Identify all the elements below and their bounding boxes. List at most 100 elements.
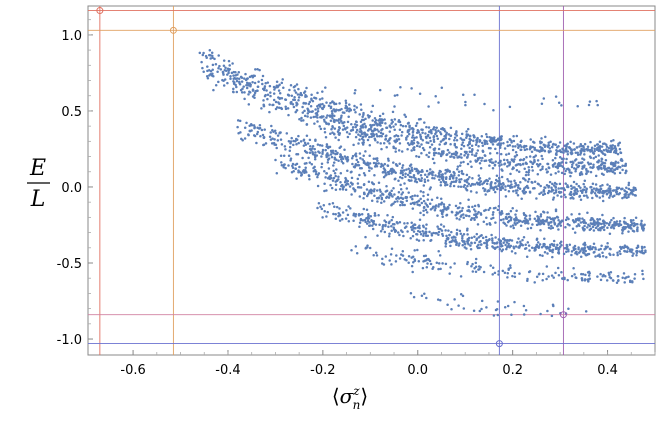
data-point [632,189,635,192]
data-point [359,127,362,131]
data-point [210,51,214,54]
data-point [643,245,646,249]
data-point [318,98,322,101]
data-point [358,113,361,116]
data-point [509,186,512,190]
data-point [597,154,600,157]
data-point [514,182,517,185]
data-point [498,164,501,167]
data-point [444,262,448,266]
data-point [297,98,300,102]
data-point [573,244,577,248]
data-point [588,100,592,103]
data-point [460,177,463,181]
data-point [493,242,496,245]
data-point [347,205,350,208]
data-point [384,135,387,138]
data-point [552,219,556,222]
data-point [272,85,276,89]
data-point [279,106,283,110]
data-point [567,248,570,251]
data-point [370,167,373,170]
data-point [554,95,558,98]
data-point [538,192,541,196]
data-point [388,130,392,133]
data-point [245,121,248,125]
data-point [562,151,565,154]
data-point [417,131,421,134]
data-point [499,243,503,246]
data-point [256,126,259,129]
data-point [488,152,492,155]
data-point [636,228,639,231]
data-point [601,142,605,146]
data-point [510,183,513,186]
data-point [236,125,239,129]
data-point [372,254,375,257]
data-point [526,277,529,281]
data-point [319,127,323,131]
data-point [436,298,440,301]
data-point [615,281,619,284]
data-point [353,91,356,95]
data-point [341,186,345,190]
data-point [632,252,635,255]
data-point [314,115,317,118]
data-point [318,103,322,107]
data-point [428,145,432,149]
data-point [475,152,478,155]
data-point [258,126,262,130]
data-point [510,250,514,253]
data-point [510,313,513,317]
data-point [608,275,612,279]
data-point [471,270,475,273]
data-point [610,218,613,222]
data-point [437,267,440,271]
data-point [417,239,421,242]
data-point [393,105,396,108]
data-point [583,246,587,250]
data-point [531,223,534,226]
data-point [231,90,235,93]
data-point [519,240,522,244]
data-point [432,134,436,138]
data-point [401,203,405,207]
data-point [450,173,453,177]
data-point [537,183,541,186]
data-point [452,180,456,183]
data-point [458,164,462,167]
data-point [512,135,515,138]
data-point [351,154,355,158]
data-point [460,132,464,136]
data-point [341,211,345,214]
data-point [498,146,502,150]
data-point [518,272,521,275]
data-point [491,273,494,276]
data-point [371,182,375,185]
data-point [468,140,471,144]
data-point [417,141,420,145]
data-point [273,143,276,146]
data-point [415,238,419,241]
data-point [618,165,622,169]
data-point [449,184,452,188]
data-point [474,270,478,273]
data-point [580,170,583,174]
data-point [453,262,456,265]
data-point [284,107,288,111]
data-point [435,131,438,134]
data-point [380,121,384,125]
data-point [400,253,403,256]
data-point [474,265,478,268]
data-point [526,241,530,244]
data-point [344,99,348,103]
data-point [564,169,567,173]
data-point [540,137,543,140]
data-point [314,96,317,100]
data-point [561,147,564,150]
data-point [594,226,598,230]
data-point [483,209,486,213]
data-point [491,166,495,170]
data-point [316,113,319,117]
